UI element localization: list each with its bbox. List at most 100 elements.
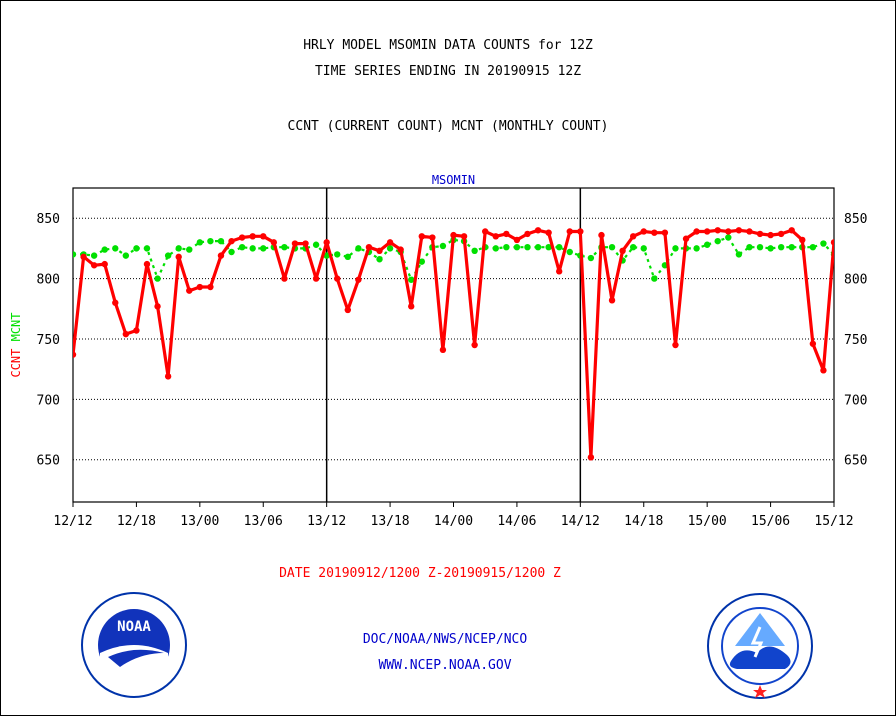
x-tick-label: 14/18 (624, 514, 663, 529)
date-range-label: DATE 20190912/1200 Z-20190915/1200 Z (279, 566, 561, 581)
data-point-mcnt (693, 245, 700, 252)
data-point-ccnt (513, 236, 521, 244)
data-point-ccnt (682, 235, 690, 242)
data-point-mcnt (334, 251, 341, 258)
data-point-ccnt (471, 341, 478, 349)
y-axis-label-ccnt: CCNT (9, 349, 23, 378)
data-point-mcnt (767, 245, 774, 252)
data-point-mcnt (651, 275, 658, 282)
data-point-ccnt (651, 229, 658, 236)
data-point-ccnt (714, 227, 721, 234)
data-point-ccnt (418, 233, 425, 240)
data-point-ccnt (228, 237, 235, 245)
data-point-ccnt (334, 275, 341, 282)
y-axis-label-spacer (9, 341, 23, 348)
data-point-ccnt (386, 239, 394, 246)
data-point-mcnt (809, 243, 817, 251)
x-tick-label: 15/06 (751, 514, 790, 529)
data-point-mcnt (122, 252, 130, 259)
data-point-mcnt (112, 245, 119, 252)
data-point-ccnt (133, 327, 140, 334)
data-point-mcnt (154, 275, 161, 282)
noaa-logo-bird-icon (108, 649, 164, 667)
data-point-mcnt (281, 243, 288, 251)
data-point-ccnt (640, 228, 647, 235)
x-tick-label: 15/00 (688, 514, 727, 529)
data-point-ccnt (439, 346, 447, 354)
data-point-ccnt (545, 229, 552, 236)
noaa-logo: NOAA (81, 592, 187, 698)
data-point-ccnt (376, 247, 383, 254)
data-point-ccnt (492, 233, 499, 240)
data-point-ccnt (101, 260, 108, 268)
data-point-mcnt (534, 243, 542, 251)
x-tick-label: 12/12 (53, 514, 92, 529)
data-point-mcnt (788, 243, 795, 251)
data-point-mcnt (471, 247, 478, 254)
data-point-mcnt (175, 245, 182, 252)
data-point-ccnt (830, 239, 834, 246)
data-point-mcnt (73, 251, 77, 258)
data-point-mcnt (629, 243, 637, 251)
data-point-ccnt (820, 367, 827, 374)
y-tick-label-right: 650 (844, 454, 867, 469)
y-tick-label-left: 700 (37, 393, 60, 408)
data-point-mcnt (143, 245, 151, 252)
y-tick-label-left: 650 (37, 454, 60, 469)
x-tick-label: 13/06 (244, 514, 283, 529)
data-point-mcnt (439, 242, 447, 250)
y-axis-label-mcnt: MCNT (9, 312, 23, 341)
data-point-mcnt (524, 243, 531, 251)
data-point-ccnt (249, 233, 256, 240)
data-point-mcnt (376, 256, 383, 263)
nws-logo-star-icon (753, 685, 767, 698)
data-point-mcnt (408, 276, 415, 283)
y-tick-label-right: 800 (844, 273, 867, 288)
data-point-mcnt (312, 241, 320, 248)
data-point-ccnt (735, 227, 743, 234)
y-tick-label-left: 750 (37, 333, 60, 348)
org-label: DOC/NOAA/NWS/NCEP/NCO (362, 632, 528, 647)
x-tick-label: 14/12 (561, 514, 600, 529)
data-point-ccnt (143, 260, 151, 268)
data-point-mcnt (555, 243, 563, 251)
data-point-ccnt (207, 283, 214, 291)
data-point-ccnt (291, 240, 299, 247)
data-point-ccnt (725, 228, 732, 235)
data-point-ccnt (577, 228, 584, 235)
data-point-ccnt (196, 283, 204, 291)
website-label[interactable]: WWW.NCEP.NOAA.GOV (378, 658, 512, 673)
x-tick-label: 13/18 (371, 514, 410, 529)
x-tick-label: 13/00 (180, 514, 219, 529)
data-point-ccnt (450, 231, 457, 239)
data-point-mcnt (735, 251, 743, 258)
x-tick-label: 14/00 (434, 514, 473, 529)
data-point-ccnt (281, 275, 288, 282)
data-point-ccnt (164, 373, 172, 380)
data-point-ccnt (672, 341, 679, 349)
data-point-mcnt (587, 254, 595, 262)
data-point-ccnt (73, 351, 77, 358)
data-point-ccnt (767, 231, 774, 239)
data-point-ccnt (587, 454, 595, 461)
data-point-ccnt (788, 227, 795, 234)
data-point-ccnt (312, 275, 320, 282)
data-point-mcnt (756, 243, 764, 251)
y-tick-label-right: 850 (844, 212, 867, 227)
data-point-mcnt (777, 243, 785, 251)
data-point-mcnt (344, 253, 352, 261)
data-point-mcnt (196, 239, 204, 246)
data-point-mcnt (101, 246, 108, 253)
data-point-mcnt (640, 245, 647, 252)
data-point-mcnt (207, 237, 214, 245)
y-axis-label: CCNT MCNT (9, 312, 23, 377)
data-point-ccnt (365, 243, 373, 251)
data-point-mcnt (238, 243, 246, 251)
data-point-ccnt (756, 230, 764, 238)
data-point-ccnt (566, 228, 573, 235)
data-point-mcnt (418, 258, 425, 265)
data-point-mcnt (545, 243, 552, 251)
data-point-ccnt (260, 233, 267, 240)
y-tick-label-right: 700 (844, 393, 867, 408)
